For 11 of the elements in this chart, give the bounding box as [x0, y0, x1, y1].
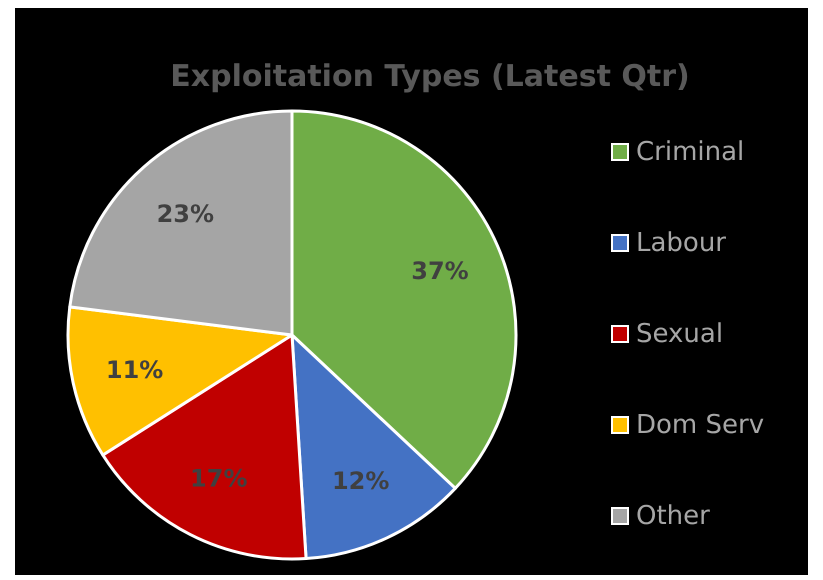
legend-label: Other	[636, 501, 710, 531]
legend-label: Sexual	[636, 319, 724, 349]
data-label: 17%	[190, 464, 248, 493]
data-label: 11%	[106, 356, 164, 384]
chart-title: Exploitation Types (Latest Qtr)	[170, 59, 690, 94]
data-label: 23%	[156, 200, 214, 228]
data-label: 12%	[332, 466, 390, 495]
legend-label: Labour	[636, 228, 726, 258]
data-label: 37%	[411, 256, 469, 285]
legend-label: Dom Serv	[636, 410, 764, 440]
legend-label: Criminal	[636, 137, 744, 167]
